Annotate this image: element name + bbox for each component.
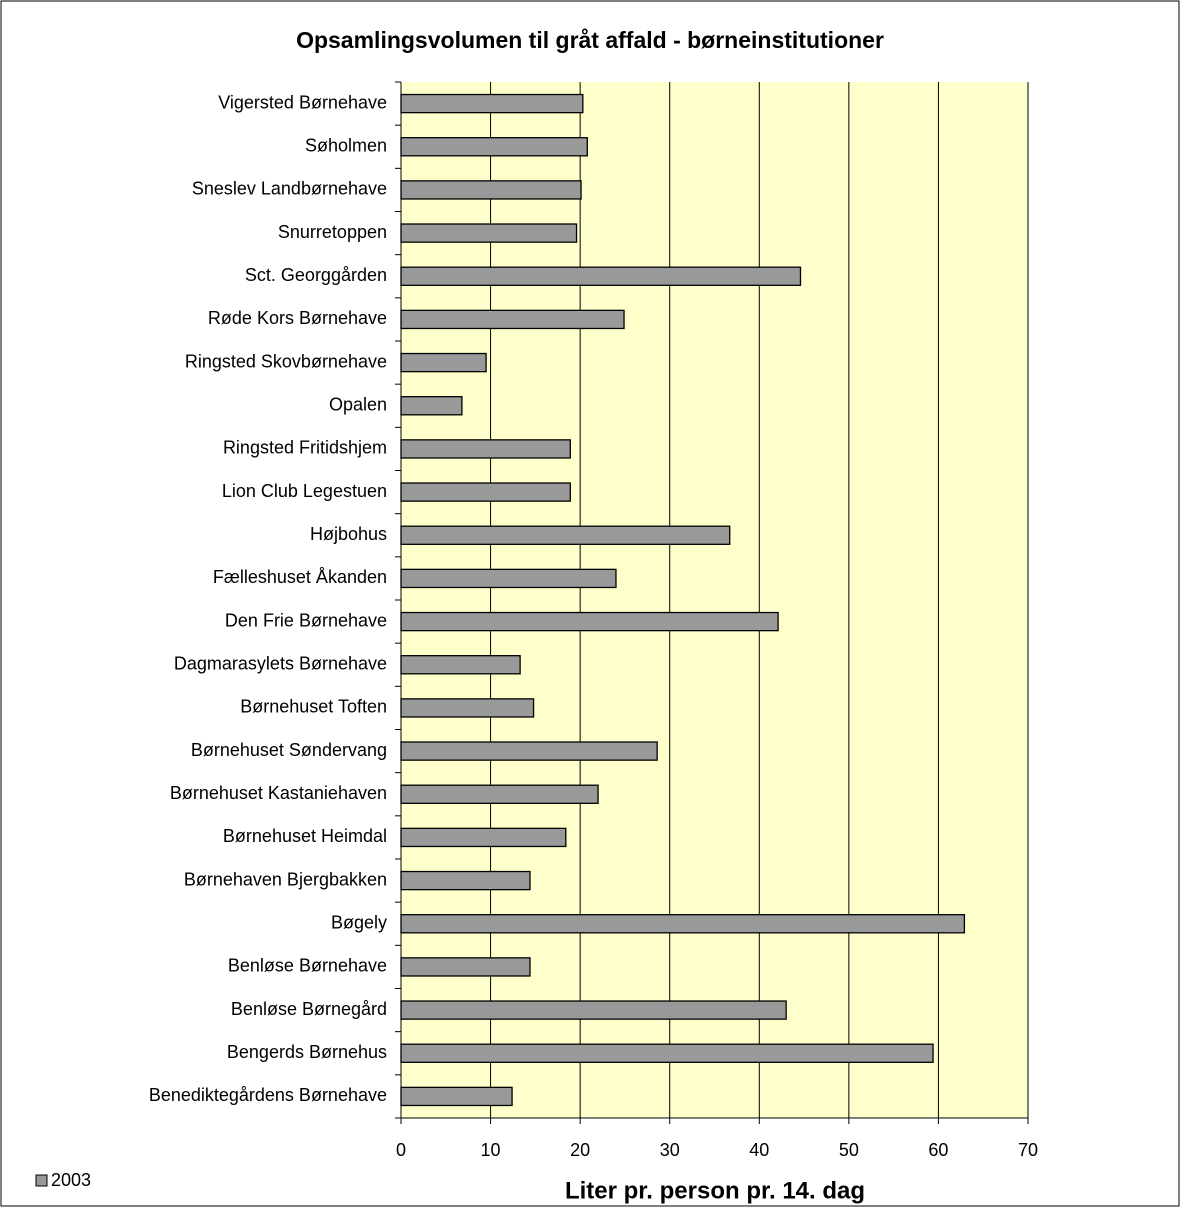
bar [400, 741, 658, 761]
y-tick-label: Opalen [329, 395, 387, 415]
y-tick-label: Bøgely [331, 913, 387, 933]
y-tick-label: Børnehaven Bjergbakken [184, 869, 387, 889]
x-tick-label: 50 [839, 1140, 859, 1160]
x-tick-label: 70 [1018, 1140, 1038, 1160]
bar [400, 396, 463, 416]
y-tick-label: Benediktegårdens Børnehave [149, 1085, 387, 1105]
y-tick-label: Børnehuset Heimdal [223, 826, 387, 846]
bar [400, 309, 625, 330]
bar [400, 525, 731, 545]
x-tick-label: 0 [396, 1140, 406, 1160]
legend-swatch [35, 1174, 48, 1187]
bar [400, 482, 571, 502]
bar [400, 870, 531, 891]
y-tick-label: Ringsted Fritidshjem [223, 438, 387, 458]
y-tick-label: Ringsted Skovbørnehave [185, 351, 387, 371]
y-tick-label: Vigersted Børnehave [218, 92, 387, 112]
x-tick-label: 20 [570, 1140, 590, 1160]
legend-label: 2003 [51, 1170, 91, 1190]
y-tick-label: Højbohus [310, 524, 387, 544]
x-tick-label: 30 [660, 1140, 680, 1160]
y-tick-label: Snurretoppen [278, 222, 387, 242]
bar [400, 180, 582, 200]
bar [400, 137, 588, 157]
bar [400, 1043, 934, 1063]
y-tick-label: Børnehuset Søndervang [191, 740, 387, 760]
y-tick-label: Benløse Børnegård [231, 999, 387, 1019]
y-tick-label: Børnehuset Kastaniehaven [170, 783, 387, 803]
y-tick-label: Søholmen [305, 136, 387, 156]
y-tick-label: Fælleshuset Åkanden [213, 567, 387, 587]
y-tick-label: Lion Club Legestuen [222, 481, 387, 501]
bar [400, 1086, 513, 1107]
bar [400, 914, 966, 934]
y-tick-label: Sneslev Landbørnehave [192, 179, 387, 199]
y-tick-label: Sct. Georggården [245, 265, 387, 285]
bar [400, 957, 531, 977]
x-tick-label: 40 [749, 1140, 769, 1160]
bar [400, 655, 521, 675]
bar [400, 611, 779, 632]
bar [400, 698, 535, 718]
y-tick-label: Den Frie Børnehave [225, 610, 387, 630]
bar [400, 784, 599, 804]
y-tick-label: Benløse Børnehave [228, 956, 387, 976]
bar [400, 93, 584, 114]
x-tick-label: 10 [481, 1140, 501, 1160]
bar [400, 352, 487, 373]
bar [400, 266, 802, 286]
bar [400, 439, 571, 459]
x-axis-label: Liter pr. person pr. 14. dag [565, 1177, 865, 1204]
bar [400, 827, 567, 848]
y-tick-label: Dagmarasylets Børnehave [174, 654, 387, 674]
chart-title: Opsamlingsvolumen til gråt affald - børn… [296, 27, 884, 53]
plot-area [401, 82, 1028, 1118]
x-tick-label: 60 [928, 1140, 948, 1160]
y-tick-label: Børnehuset Toften [240, 697, 387, 717]
bar [400, 223, 578, 243]
y-tick-label: Bengerds Børnehus [227, 1042, 387, 1062]
y-tick-label: Røde Kors Børnehave [208, 308, 387, 328]
bar [400, 568, 617, 589]
bar [400, 1000, 787, 1020]
